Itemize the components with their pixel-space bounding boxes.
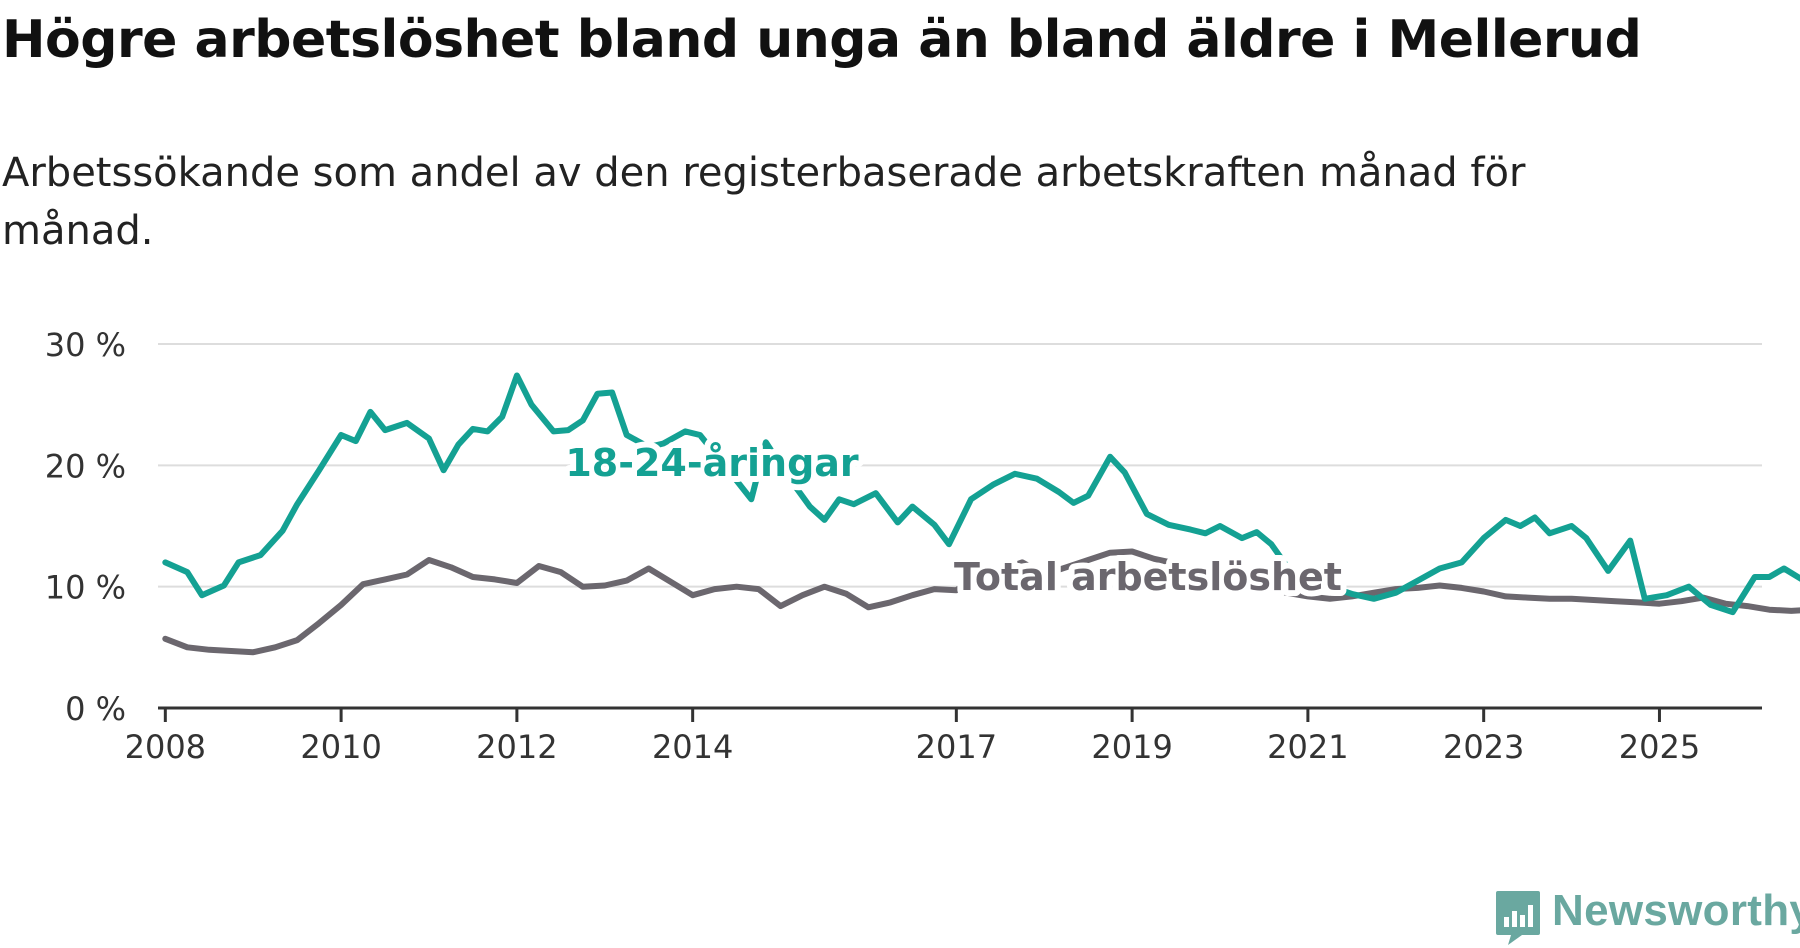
- x-tick-label: 2012: [476, 728, 557, 766]
- x-tick-label: 2010: [300, 728, 381, 766]
- x-axis: 2008 2010 2012 2014 2017 2019 2021 2023 2025: [125, 706, 1762, 766]
- y-tick-label: 0 %: [65, 690, 126, 728]
- series-name-label-total: Total arbetslöshet: [954, 555, 1342, 599]
- x-tick-label: 2019: [1091, 728, 1172, 766]
- brand-name: Newsworthy: [1552, 886, 1800, 935]
- y-axis-ticks: 0 % 10 % 20 % 30 %: [45, 326, 126, 728]
- x-tick-label: 2017: [916, 728, 997, 766]
- series-line-18-24-ringar: [162, 372, 1800, 616]
- x-tick-label: 2023: [1443, 728, 1524, 766]
- gridlines: [158, 343, 1762, 588]
- series-lines: [162, 372, 1800, 656]
- x-tick-label: 2021: [1267, 728, 1348, 766]
- y-tick-label: 20 %: [45, 447, 126, 485]
- series-line-total-arbetsl-shet: [162, 548, 1800, 656]
- chart-title: Högre arbetslöshet bland unga än bland ä…: [2, 10, 1642, 70]
- newsworthy-bar-chart-icon: [1496, 891, 1540, 945]
- newsworthy-logo: Newsworthy: [1494, 885, 1800, 948]
- y-tick-label: 10 %: [45, 569, 126, 607]
- y-tick-label: 30 %: [45, 326, 126, 364]
- x-tick-label: 2008: [125, 728, 206, 766]
- x-tick-label: 2025: [1619, 728, 1700, 766]
- chart-subtitle: Arbetssökande som andel av den registerb…: [2, 150, 1526, 254]
- series-name-label-18-24: 18-24-åringar: [565, 441, 859, 485]
- x-tick-label: 2014: [652, 728, 733, 766]
